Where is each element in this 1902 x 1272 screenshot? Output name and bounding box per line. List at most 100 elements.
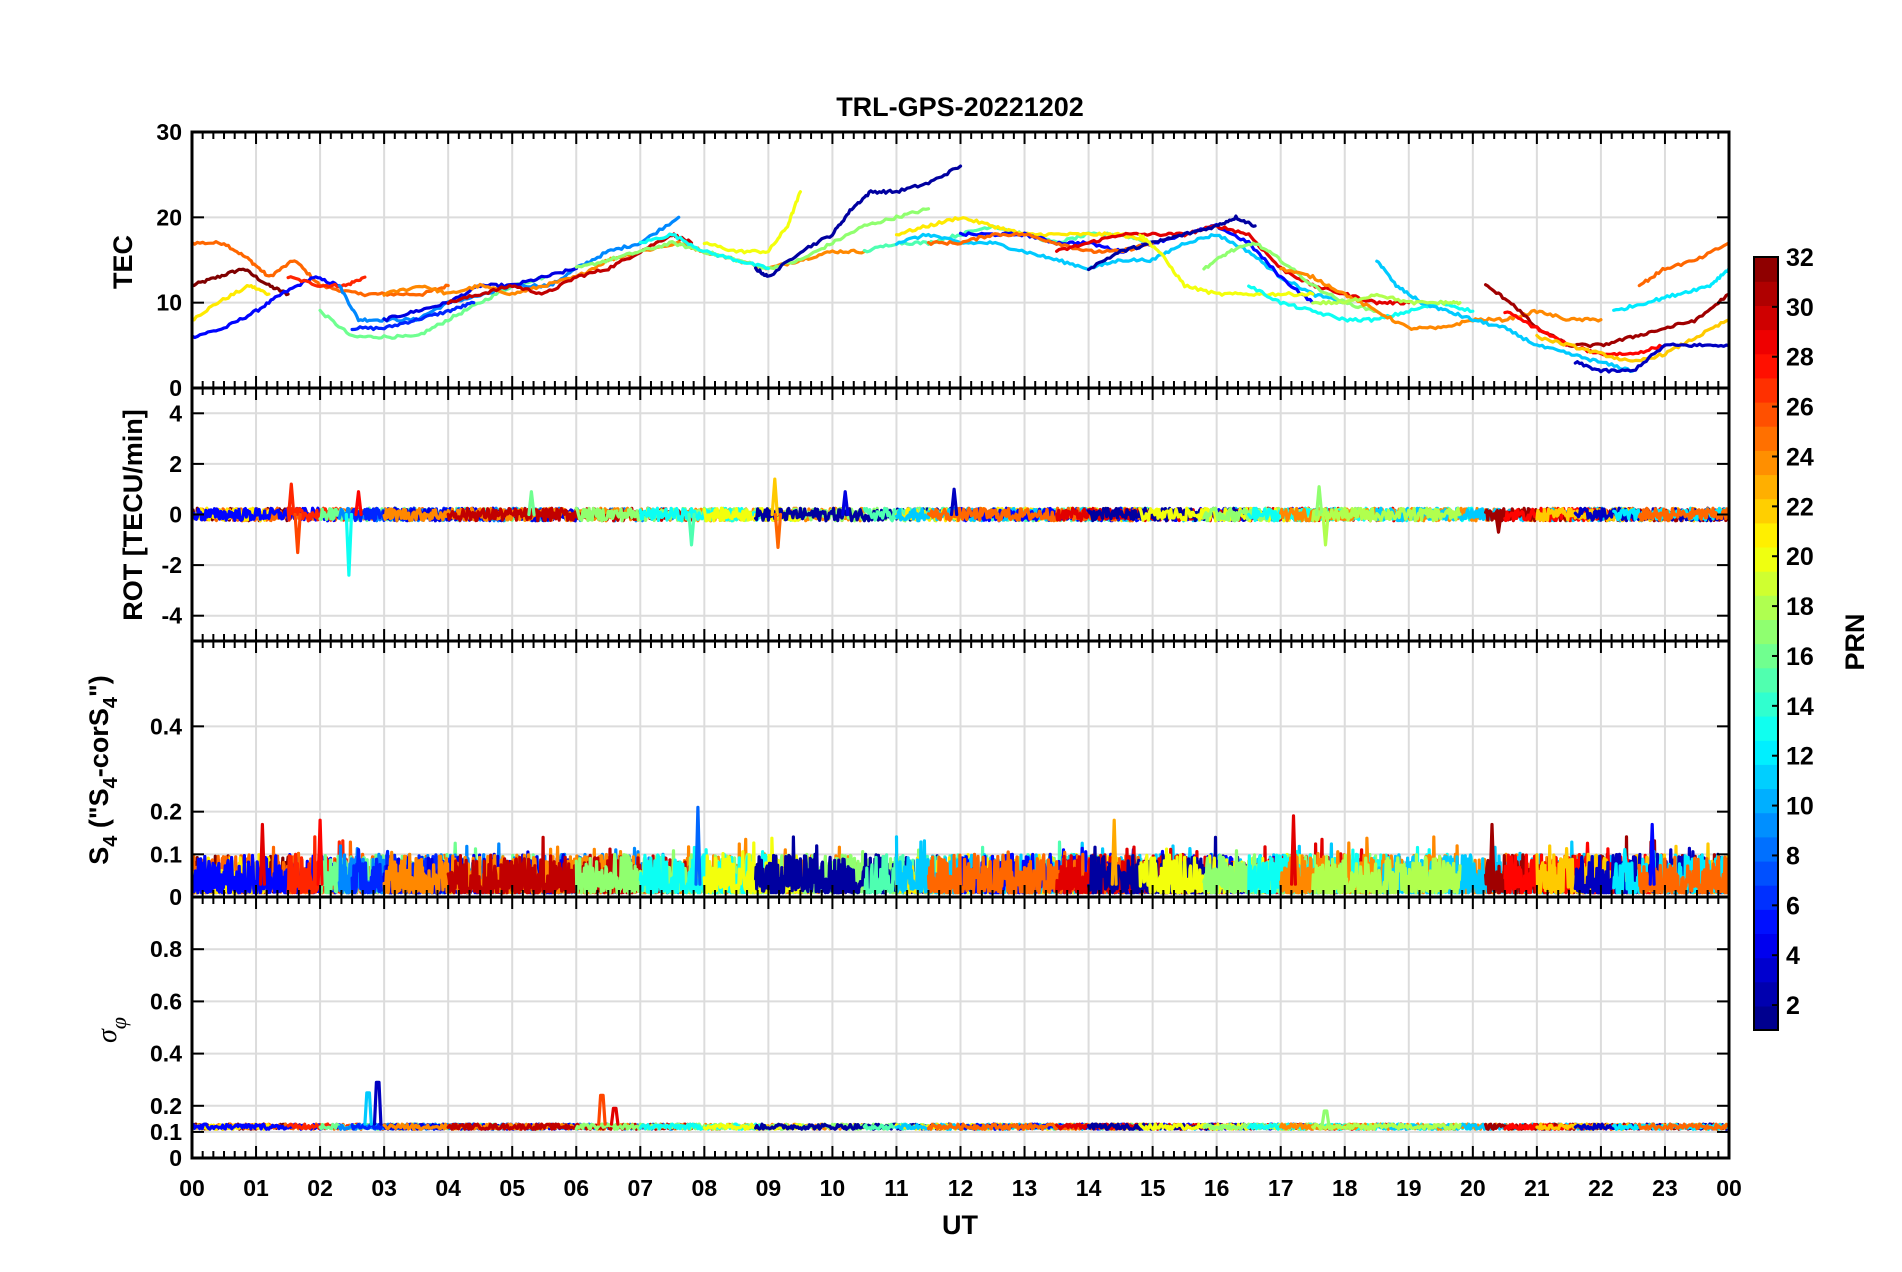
tec-series-prn-5: [192, 275, 341, 340]
s4-ylabel-part2: ("S: [84, 788, 114, 835]
rot-traces: [192, 477, 1729, 577]
colorbar-band: [1754, 281, 1778, 306]
s4-spike-prn-29: [1289, 814, 1298, 886]
x-tick-label: 18: [1332, 1175, 1358, 1201]
tec-series-prn-25: [1637, 241, 1729, 288]
colorbar-tick-label: 14: [1786, 693, 1814, 721]
tec-series-prn-31: [1483, 283, 1729, 349]
x-tick-label: 17: [1268, 1175, 1294, 1201]
colorbar-band: [1754, 788, 1778, 814]
rot-series-prn-25: [926, 506, 1155, 523]
s4-y-tick-label: 0.4: [150, 713, 182, 739]
tec-series-prn-24: [1279, 266, 1603, 331]
rot-series-prn-25: [1637, 506, 1729, 523]
s4-ylabel: S4 ("S4-corS4"): [84, 675, 122, 865]
tec-traces: [192, 164, 1729, 374]
colorbar-band: [1754, 691, 1778, 717]
colorbar-frame: [1753, 256, 1779, 1031]
tec-series-prn-20: [702, 190, 803, 255]
sigma-ylabel-sigma: σ: [92, 1028, 123, 1043]
tec-series-prn-11: [894, 232, 1347, 305]
colorbar-band: [1754, 474, 1778, 500]
colorbar-band: [1754, 595, 1778, 620]
sigma-spike-prn-29: [609, 1106, 620, 1126]
colorbar-tick-label: 32: [1786, 244, 1814, 272]
colorbar-band: [1754, 909, 1778, 934]
x-tick-label: 22: [1588, 1175, 1614, 1201]
tec-y-tick-label: 0: [169, 375, 182, 401]
rot-spike-prn-15: [687, 512, 696, 547]
colorbar-tick-label: 2: [1786, 992, 1800, 1020]
s4-y-tick-label: 0: [169, 884, 182, 910]
tec-series-prn-6: [350, 300, 476, 332]
colorbar-tick-label: 24: [1786, 443, 1814, 471]
sigma_phi-y-tick-label: 0.8: [150, 936, 182, 962]
tec-series-prn-20: [1138, 233, 1315, 298]
rot-y-tick-label: -2: [162, 552, 182, 578]
colorbar-band: [1754, 957, 1778, 983]
sigma-series-prn-25: [1637, 1122, 1729, 1131]
s4-series-prn-18: [1311, 853, 1462, 895]
sigma-spike-prn-26: [597, 1093, 607, 1126]
colorbar-band: [1754, 257, 1778, 282]
rot-series-prn-18: [1311, 506, 1462, 523]
sigma-ylabel: σφ: [92, 1017, 131, 1043]
colorbar-band: [1754, 426, 1778, 451]
sigma-spike-prn-17: [1320, 1109, 1331, 1126]
colorbar-tick-label: 6: [1786, 892, 1800, 920]
s4-ylabel-part3: -corS: [84, 708, 114, 777]
tec-series-prn-27: [286, 275, 367, 289]
rot-spike-prn-25: [773, 512, 783, 550]
colorbar-band: [1754, 740, 1778, 765]
colorbar-band: [1754, 933, 1778, 959]
tec-series-prn-25: [192, 240, 450, 298]
s4-ylabel-sub1: 4: [100, 835, 122, 847]
x-tick-label: 10: [820, 1175, 846, 1201]
colorbar-band: [1754, 836, 1778, 862]
x-tick-label: 16: [1204, 1175, 1230, 1201]
rot-y-tick-label: 2: [169, 451, 182, 477]
colorbar-band: [1754, 667, 1778, 693]
s4-spike-prn-29: [258, 822, 266, 886]
tec-y-tick-label: 30: [156, 119, 182, 145]
colorbar-band: [1754, 450, 1778, 476]
x-tick-label: 02: [307, 1175, 333, 1201]
sigma-ylabel-phi: φ: [106, 1017, 131, 1029]
s4-spike-prn-5: [1648, 822, 1656, 886]
rot-y-tick-label: -4: [162, 603, 183, 629]
tec-series-prn-24: [382, 240, 867, 297]
s4-ylabel-s: S: [84, 847, 114, 865]
s4-traces: [192, 805, 1729, 895]
x-tick-label: 20: [1460, 1175, 1486, 1201]
colorbar-tick-label: 8: [1786, 842, 1800, 870]
tec-series-prn-12: [1612, 266, 1729, 312]
tec-series-prn-21: [192, 284, 271, 322]
tec-y-tick-label: 20: [156, 204, 182, 230]
rot-spike-prn-16: [527, 490, 536, 517]
sigma_phi-y-tick-label: 0.4: [150, 1041, 182, 1067]
tec-y-tick-label: 10: [156, 290, 182, 316]
colorbar-band: [1754, 764, 1778, 790]
sigma-spike-prn-3: [372, 1080, 383, 1126]
colorbar-band: [1754, 860, 1778, 886]
sigma_phi-y-tick-label: 0: [169, 1145, 182, 1171]
x-tick-label: 00: [179, 1175, 205, 1201]
x-tick-label: 00: [1716, 1175, 1742, 1201]
colorbar-band: [1754, 571, 1778, 596]
colorbar-band: [1754, 377, 1778, 403]
sigma_phi-y-tick-label: 0.1: [150, 1119, 182, 1145]
tec-series-prn-32: [192, 267, 290, 297]
colorbar-tick-label: 18: [1786, 593, 1814, 621]
s4-spike-prn-31: [1488, 822, 1496, 886]
s4-ylabel-sub3: 4: [100, 696, 122, 708]
colorbar-tick-label: 22: [1786, 493, 1814, 521]
sigma_phi-traces: [192, 1080, 1729, 1131]
tec-series-prn-25: [926, 231, 1155, 254]
s4-y-tick-label: 0.1: [150, 841, 182, 867]
tec-series-prn-22: [1535, 318, 1729, 363]
colorbar-band: [1754, 812, 1778, 838]
colorbar-tick-label: 28: [1786, 344, 1814, 372]
x-tick-label: 05: [499, 1175, 525, 1201]
rot-spike-prn-27: [287, 482, 296, 517]
tec-series-prn-18: [1311, 292, 1462, 306]
